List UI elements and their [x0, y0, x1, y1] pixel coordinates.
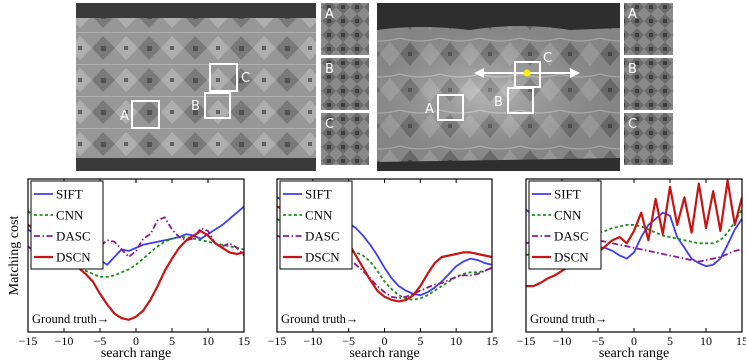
x-tick-label: 5: [667, 334, 673, 348]
photo-1: A B C: [76, 3, 316, 171]
legend-label-dasc: DASC: [305, 229, 340, 244]
photo-1-box-B: B: [191, 92, 231, 119]
x-tick-label: −5: [592, 334, 605, 348]
x-tick-label: −15: [19, 334, 38, 348]
x-tick-label: 0: [133, 334, 139, 348]
x-tick-label: −10: [553, 334, 572, 348]
x-tick-label: −5: [94, 334, 107, 348]
x-tick-label: 0: [631, 334, 637, 348]
x-tick-label: 10: [450, 334, 462, 348]
legend: SIFT CNN DASC DSCN: [279, 180, 353, 270]
legend-label-dasc: DASC: [554, 229, 589, 244]
box-label: B: [494, 95, 503, 110]
crop-label: A: [325, 7, 334, 22]
box-label: A: [425, 102, 434, 117]
x-tick-label: 15: [736, 334, 746, 348]
crop-label: C: [325, 117, 334, 132]
legend-box: [528, 180, 602, 270]
legend-box: [279, 180, 353, 270]
photo-2: A B C: [377, 3, 620, 171]
crop-label: B: [325, 62, 334, 77]
x-tick-label: −10: [55, 334, 74, 348]
x-tick-label: −10: [303, 334, 322, 348]
y-axis-label: Matching cost: [7, 216, 22, 296]
legend-label-dscn: DSCN: [56, 250, 91, 265]
ground-truth-annotation: Ground truth→: [281, 312, 358, 326]
legend-label-dasc: DASC: [56, 229, 91, 244]
series-dasc-line: [526, 236, 742, 263]
ground-truth-annotation: Ground truth→: [530, 312, 607, 326]
x-tick-label: 10: [700, 334, 712, 348]
x-tick-label: 15: [486, 334, 498, 348]
photo-1-box-A: A: [120, 100, 160, 129]
legend-label-dscn: DSCN: [305, 250, 340, 265]
x-tick-label: 5: [169, 334, 175, 348]
legend-label-sift: SIFT: [56, 187, 83, 202]
keypoint-marker: [523, 69, 531, 77]
chart-1: −15 −10 −5 0 5 10 15 search range Matching cost S…: [7, 178, 250, 361]
x-tick-label: −15: [517, 334, 536, 348]
legend-label-dscn: DSCN: [554, 250, 589, 265]
photo-2-box-C: C: [514, 51, 552, 88]
legend-box: [30, 180, 104, 270]
legend-label-cnn: CNN: [554, 208, 582, 223]
x-tick-label: −5: [342, 334, 355, 348]
x-tick-label: −15: [268, 334, 287, 348]
x-tick-label: 15: [238, 334, 250, 348]
crop-label: C: [628, 117, 637, 132]
x-tick-label: 10: [202, 334, 214, 348]
x-tick-label: 5: [417, 334, 423, 348]
legend-label-cnn: CNN: [56, 208, 84, 223]
ground-truth-annotation: Ground truth→: [32, 312, 109, 326]
chart-3: −15 −10 −5 0 5 10 15 search range SIFT CNN DASC DSC…: [517, 178, 746, 361]
box-label: C: [543, 51, 552, 66]
chart-2: −15 −10 −5 0 5 10 15 search range SIFT CNN DASC DSC…: [268, 178, 498, 361]
legend-label-sift: SIFT: [554, 187, 581, 202]
x-axis-label: search range: [101, 346, 171, 361]
charts: −15 −10 −5 0 5 10 15 search range Matching cost S…: [7, 178, 746, 361]
x-axis-label: search range: [349, 346, 419, 361]
x-axis-label: search range: [599, 346, 669, 361]
x-tick-label: 0: [382, 334, 388, 348]
legend: SIFT CNN DASC DSCN: [30, 180, 104, 270]
photo-1-box-C: C: [209, 63, 250, 92]
crop-label: B: [628, 62, 637, 77]
photo-1-crops: A B C: [321, 3, 369, 165]
crop-label: A: [628, 7, 637, 22]
legend-label-cnn: CNN: [305, 208, 333, 223]
series-dscn-line: [526, 179, 742, 288]
photo-2-box-A: A: [425, 94, 464, 121]
box-label: B: [191, 99, 200, 114]
box-label: A: [120, 109, 129, 124]
box-label: C: [241, 71, 250, 86]
photo-1-fabric: [76, 18, 316, 158]
legend-label-sift: SIFT: [305, 187, 332, 202]
photo-2-crops: A B C: [624, 3, 673, 165]
legend: SIFT CNN DASC DSCN: [528, 180, 602, 270]
search-range-arrow: [474, 68, 580, 78]
